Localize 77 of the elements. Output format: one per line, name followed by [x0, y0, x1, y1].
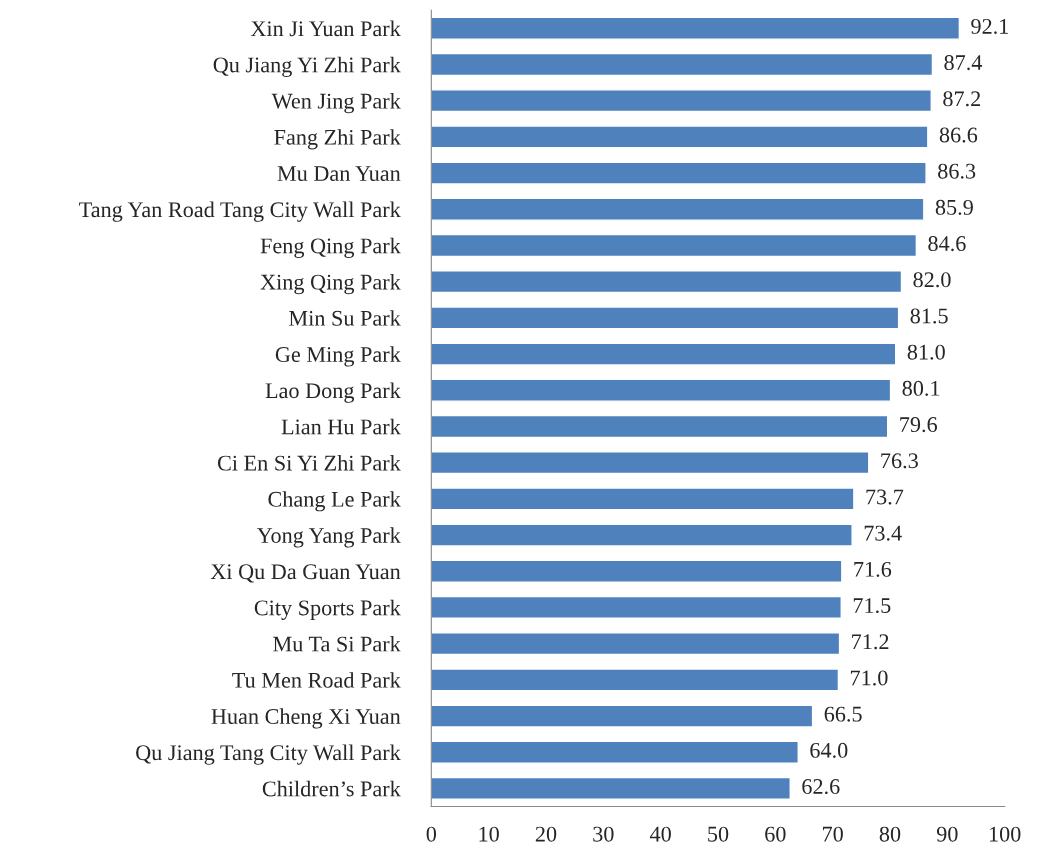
bar	[431, 523, 853, 547]
bar	[431, 451, 870, 475]
data-label: 66.5	[824, 706, 862, 722]
y-tick-label: Lao Dong Park	[265, 382, 401, 403]
data-label: 76.3	[881, 453, 918, 469]
bar	[431, 161, 927, 185]
data-label: 71.5	[853, 598, 891, 614]
y-tick-label: Chang Le Park	[268, 491, 401, 512]
data-label: 79.6	[900, 417, 938, 433]
bar	[431, 197, 925, 221]
x-tick-label: 70	[823, 826, 843, 842]
bar	[431, 89, 932, 113]
x-tick-label: 40	[649, 826, 671, 842]
y-tick-label: Yong Yang Park	[256, 527, 401, 548]
y-tick-label: Ci En Si Yi Zhi Park	[217, 454, 401, 471]
y-tick-label: Xin Ji Yuan Park	[250, 20, 401, 37]
data-label: 62.6	[802, 779, 840, 795]
x-tick-label: 100	[989, 826, 1021, 842]
bar	[431, 342, 897, 366]
x-tick-label: 30	[593, 826, 614, 842]
y-tick-label: Ge Ming Park	[275, 346, 401, 367]
data-label: 85.9	[935, 199, 973, 215]
y-tick-label: Qu Jiang Yi Zhi Park	[213, 56, 401, 77]
data-label: 71.0	[850, 670, 888, 686]
y-tick-label: Wen Jing Park	[271, 92, 401, 114]
data-label: 92.1	[971, 18, 1009, 34]
y-tick-label: Feng Qing Park	[260, 237, 401, 258]
bar	[431, 559, 843, 583]
data-label: 64.0	[810, 742, 848, 758]
y-tick-label: Lian Hu Park	[281, 418, 401, 435]
data-label: 73.7	[866, 489, 904, 505]
data-label: 84.6	[928, 236, 966, 252]
y-tick-label: Children’s Park	[262, 780, 401, 797]
y-tick-label: Qu Jiang Tang City Wall Park	[136, 744, 401, 765]
data-label: 81.5	[910, 308, 948, 324]
data-label: 86.6	[939, 127, 978, 143]
x-tick-label: 60	[765, 826, 786, 842]
data-label: 81.0	[907, 344, 945, 360]
x-tick-label: 20	[535, 826, 557, 842]
bar	[431, 270, 903, 294]
y-tick-label: Huan Cheng Xi Yuan	[211, 708, 401, 729]
y-tick-label: Xing Qing Park	[260, 273, 401, 295]
x-tick-label: 10	[479, 826, 499, 842]
bar	[431, 632, 841, 656]
data-label: 71.2	[852, 634, 889, 650]
data-label: 87.2	[943, 91, 981, 107]
bar	[431, 16, 961, 40]
data-label: 86.3	[938, 163, 976, 179]
bar	[431, 378, 892, 402]
data-label: 73.4	[864, 525, 902, 541]
y-tick-label: Tu Men Road Park	[232, 672, 401, 688]
bar	[431, 233, 918, 258]
y-tick-label: Mu Dan Yuan	[277, 166, 401, 182]
x-tick-label: 0	[426, 826, 437, 842]
y-tick-label: City Sports Park	[254, 599, 401, 620]
bar	[431, 414, 889, 439]
y-tick-label: Min Su Park	[289, 310, 401, 326]
y-tick-label: Fang Zhi Park	[274, 129, 401, 150]
y-tick-label: Tang Yan Road Tang City Wall Park	[79, 201, 401, 222]
data-label: 71.6	[854, 561, 892, 577]
bar	[431, 668, 840, 692]
bar	[431, 740, 799, 764]
data-label: 82.0	[913, 272, 951, 288]
y-tick-label: Xi Qu Da Guan Yuan	[210, 564, 401, 583]
bar	[431, 595, 842, 620]
bar	[431, 52, 934, 77]
data-label: 87.4	[944, 55, 983, 71]
x-tick-label: 80	[879, 826, 901, 842]
x-tick-label: 50	[708, 826, 729, 842]
bar	[431, 125, 929, 149]
bar	[431, 776, 791, 801]
y-tick-label: Mu Ta Si Park	[273, 635, 401, 652]
x-tick-label: 90	[936, 826, 958, 842]
bar	[431, 306, 900, 330]
bar	[431, 704, 814, 728]
data-label: 80.1	[902, 380, 940, 396]
bar	[431, 487, 855, 511]
